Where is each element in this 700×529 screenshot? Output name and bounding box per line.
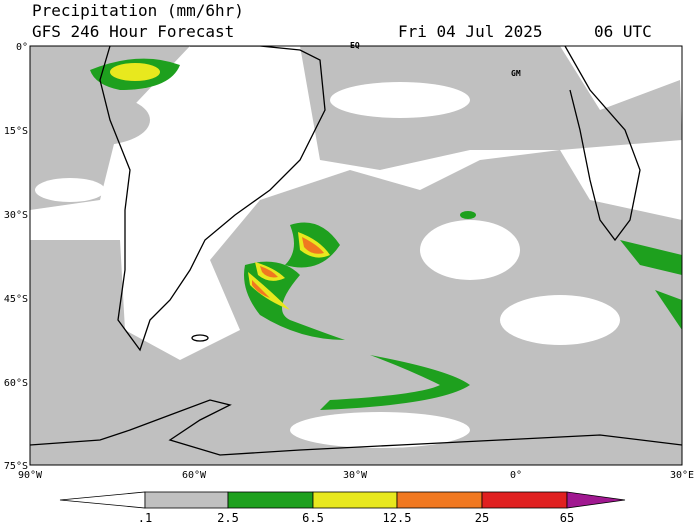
colorbar-segment xyxy=(396,491,483,509)
colorbar-label: 2.5 xyxy=(217,511,239,525)
subtitle: GFS 246 Hour Forecast xyxy=(32,22,234,41)
lat-label: 0° xyxy=(16,42,28,53)
precip-field xyxy=(30,46,682,465)
lon-label: 30°W xyxy=(343,470,368,481)
colorbar-label: 6.5 xyxy=(302,511,324,525)
map: EQ GM 0° 15°S 30°S 45°S 60°S 75°S 90°W 6… xyxy=(4,41,694,481)
colorbar-segment xyxy=(312,491,398,509)
colorbar-segment xyxy=(481,491,568,509)
colorbar-segment xyxy=(227,491,314,509)
colorbar-label: 25 xyxy=(475,511,489,525)
dry-areas xyxy=(35,82,620,448)
lon-label: 30°E xyxy=(670,470,694,481)
title: Precipitation (mm/6hr) xyxy=(32,1,244,20)
colorbar-segment xyxy=(566,491,626,509)
colorbar-label: 65 xyxy=(560,511,574,525)
colorbar-label: .1 xyxy=(138,511,152,525)
colorbar-segment xyxy=(59,491,146,509)
equator-label: EQ xyxy=(350,41,360,50)
very-heavy-precip xyxy=(252,237,324,298)
lat-label: 75°S xyxy=(4,461,28,472)
lat-label: 30°S xyxy=(4,210,28,221)
time: 06 UTC xyxy=(594,22,652,41)
lat-label: 45°S xyxy=(4,294,28,305)
lon-label: 90°W xyxy=(18,470,43,481)
coastlines xyxy=(30,46,682,456)
colorbar-label: 12.5 xyxy=(383,511,412,525)
colorbar-segment xyxy=(144,491,229,509)
lat-label: 60°S xyxy=(4,378,28,389)
lon-label: 0° xyxy=(510,470,522,481)
colorbar xyxy=(59,491,626,509)
light-precip xyxy=(30,46,682,465)
lon-label: 60°W xyxy=(182,470,207,481)
lat-label: 15°S xyxy=(4,126,28,137)
meridian-label: GM xyxy=(511,69,521,78)
map-frame xyxy=(29,45,683,466)
date: Fri 04 Jul 2025 xyxy=(398,22,543,41)
